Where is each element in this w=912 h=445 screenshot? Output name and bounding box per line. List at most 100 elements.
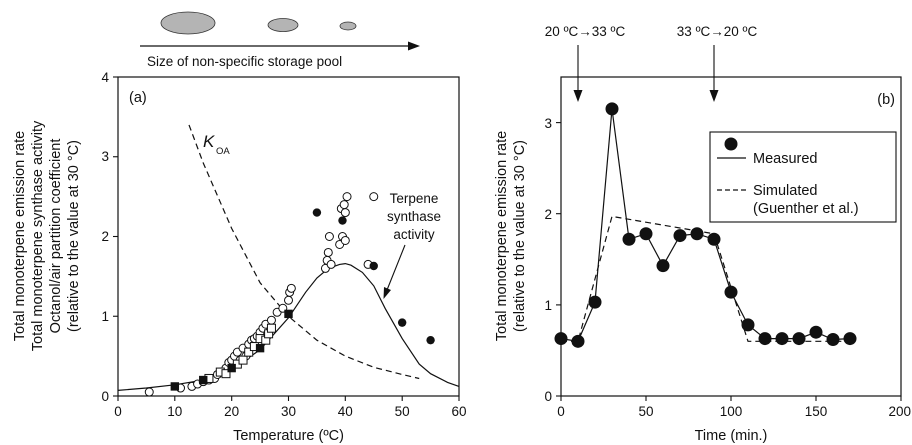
panel-a-ylabel-line-3: Octanol/air partition coefficient [48, 139, 64, 334]
synthase-annotation: Terpene synthase activity [383, 191, 441, 299]
panel-a-ylabel-line-1: Total monoterpene emission rate [12, 131, 28, 341]
legend: Measured Simulated (Guenther et al.) [709, 131, 897, 223]
data-point-open-circle [266, 315, 276, 325]
panel-a-ytick-label: 4 [101, 70, 109, 85]
data-point-filled-circle [312, 208, 322, 217]
panel-b-xticks [560, 396, 902, 401]
data-point-open-square [266, 323, 276, 333]
data-point-open-circle [323, 247, 333, 257]
measured-point [571, 334, 585, 348]
panel-b-xtick-label: 200 [888, 404, 911, 419]
legend-label-measured: Measured [753, 151, 817, 167]
measured-point [554, 332, 568, 346]
event-label-cooldown: 33 ºC→20 ºC [677, 24, 758, 39]
panel-a-ylabel-line-2: Total monoterpene synthase activity [30, 120, 46, 351]
panel-a-ytick-label: 0 [101, 389, 109, 404]
panel-b-xtick-label: 150 [805, 404, 828, 419]
measured-point [809, 325, 823, 339]
panel-a-xtick-label: 30 [281, 404, 296, 419]
panel-b-ytick-label: 3 [544, 116, 552, 131]
pool-ellipse-medium [267, 18, 299, 32]
panel-a-plot-area [117, 124, 460, 397]
data-point-open-square [238, 355, 248, 365]
pool-ellipse-large [160, 11, 216, 35]
data-point-open-circle [339, 200, 349, 210]
legend-label-simulated: Simulated [753, 183, 817, 199]
panel-b-ytick-label: 1 [544, 298, 552, 313]
data-point-filled-square [255, 343, 265, 353]
panel-a-xlabel: Temperature (ºC) [233, 428, 344, 444]
data-point-open-circle [340, 235, 350, 245]
koa-label: K [203, 132, 215, 151]
storage-pool-header: Size of non-specific storage pool [140, 11, 420, 69]
measured-point [605, 102, 619, 116]
panel-b-plot-area [554, 102, 857, 348]
panel-b-ytick-label: 0 [544, 389, 552, 404]
event-arrow-cooldown-head [709, 90, 719, 102]
panel-b-ytick-label: 2 [544, 207, 552, 222]
panel-b-xtick-label: 0 [557, 404, 565, 419]
panel-a-ylabel-line-4: (relative to the value at 30 °C) [66, 140, 82, 332]
data-point-filled-circle [369, 261, 378, 271]
annotation-line-2: synthase [387, 209, 441, 224]
measured-point [792, 332, 806, 346]
panel-b-yticklabels: 0 1 2 3 [544, 116, 552, 404]
data-point-open-circle [324, 232, 334, 241]
measured-point [775, 332, 789, 346]
data-point-open-circle [326, 259, 336, 269]
measured-point [758, 332, 772, 346]
panel-a-xtick-label: 60 [451, 404, 466, 419]
pool-arrow-head [408, 41, 420, 51]
measured-point [673, 229, 687, 243]
event-arrow-heatup-head [573, 90, 583, 102]
data-point-filled-square [227, 363, 236, 373]
panel-a-xtick-label: 40 [338, 404, 353, 419]
panel-b-yticks [556, 122, 561, 397]
panel-b: 0 50 100 150 200 0 1 2 3 Time (min.) Tot… [494, 24, 911, 444]
pool-ellipse-small [339, 21, 357, 31]
data-point-filled-square [284, 309, 293, 319]
measured-point [741, 318, 755, 332]
panel-a-ytick-label: 2 [101, 229, 109, 244]
measured-point [622, 232, 636, 246]
data-point-open-circle [342, 192, 352, 202]
event-annotations: 20 ºC→33 ºC 33 ºC→20 ºC [545, 24, 758, 102]
data-point-filled-square [199, 375, 208, 385]
data-point-open-square [244, 347, 254, 357]
panel-a-xtick-label: 50 [395, 404, 410, 419]
data-point-open-circle [284, 295, 293, 305]
data-point-open-square [221, 369, 231, 379]
panel-a: 0 10 20 30 40 50 60 0 1 2 3 4 Temperatur… [12, 70, 467, 444]
measured-point [724, 285, 738, 299]
legend-box [709, 131, 897, 223]
panel-b-ylabel-line-2: (relative to the value at 30 °C) [512, 140, 528, 332]
panel-a-xticklabels: 0 10 20 30 40 50 60 [114, 404, 466, 419]
koa-curve [188, 124, 420, 380]
panel-b-ylabel-line-1: Total monoterpene emission rate [494, 131, 510, 341]
data-point-filled-square [170, 382, 180, 391]
panel-a-yticks [113, 76, 118, 397]
simulated-line [561, 215, 850, 342]
annotation-arrow-line [386, 244, 406, 291]
panel-b-tag: (b) [877, 92, 895, 108]
panel-a-ytick-label: 3 [101, 149, 109, 164]
panel-a-xtick-label: 0 [114, 404, 122, 419]
panel-b-xlabel: Time (min.) [695, 428, 768, 444]
event-label-heatup: 20 ºC→33 ºC [545, 24, 626, 39]
measured-point [826, 332, 840, 346]
annotation-line-3: activity [393, 227, 435, 242]
legend-label-simulated-note: (Guenther et al.) [753, 201, 859, 217]
panel-a-yticklabels: 0 1 2 3 4 [101, 70, 109, 404]
data-point-filled-circle [397, 318, 407, 327]
pool-caption: Size of non-specific storage pool [147, 54, 342, 69]
data-point-filled-circle [338, 216, 347, 225]
measured-point [843, 332, 857, 346]
data-point-open-circle [286, 283, 296, 293]
panel-b-xticklabels: 0 50 100 150 200 [557, 404, 911, 419]
panel-b-ylabel: Total monoterpene emission rate (relativ… [494, 131, 528, 341]
panel-b-frame [560, 76, 902, 397]
measured-point [656, 259, 670, 273]
legend-marker-measured [724, 137, 738, 151]
panel-a-ytick-label: 1 [101, 309, 109, 324]
